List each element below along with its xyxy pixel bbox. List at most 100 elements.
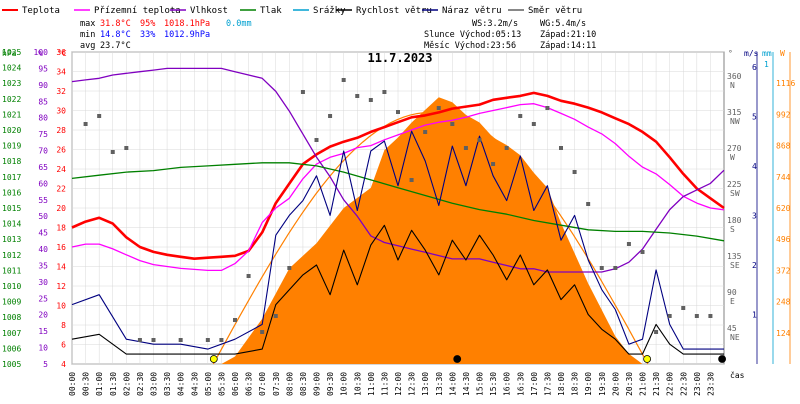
tick-label-pct: 100: [34, 48, 49, 57]
tick-label-w: 744: [776, 173, 791, 182]
tick-label-time: 11:30: [380, 372, 389, 396]
wind-direction-point: [708, 314, 713, 318]
moonset-marker: [453, 355, 462, 363]
stat-min-temp: 14.8°C: [100, 30, 131, 40]
tick-label-pct: 85: [38, 97, 48, 106]
series-n-raz-v-tru: [71, 130, 724, 350]
tick-label-time: 01:00: [95, 372, 104, 396]
tick-label-c: 34: [56, 68, 66, 77]
tick-label-time: 14:30: [462, 372, 471, 396]
series-p-zemn-teplota: [71, 103, 725, 272]
tick-label-hpa: 1011: [2, 266, 21, 275]
sun-area: [212, 97, 649, 365]
tick-label-time: 11:00: [367, 372, 376, 396]
wind-direction-point: [355, 94, 360, 98]
tick-label-time: 03:30: [163, 372, 172, 396]
tick-label-dir-letter: SW: [730, 189, 740, 198]
tick-label-dir: 90: [727, 288, 737, 297]
tick-label-pct: 50: [38, 212, 48, 221]
stat-max-label: max: [80, 19, 95, 29]
wind-direction-point: [694, 314, 699, 318]
wind-direction-point: [273, 314, 278, 318]
tick-label-c: 32: [56, 87, 66, 96]
tick-label-pct: 30: [38, 278, 48, 287]
tick-label-hpa: 1022: [2, 95, 21, 104]
tick-label-dir: 45: [727, 324, 737, 333]
tick-label-time: 21:00: [639, 372, 648, 396]
axis-w-label: W: [780, 49, 785, 58]
tick-label-hpa: 1008: [2, 313, 21, 322]
tick-label-time: 17:30: [543, 372, 552, 396]
tick-label-c: 18: [56, 224, 66, 233]
legend: Teplota Přízemní teplota Vlhkost Tlak Sr…: [2, 6, 582, 16]
tick-label-mm: 1: [764, 60, 769, 69]
tick-label-hpa: 1007: [2, 329, 21, 338]
tick-label-dir-letter: NE: [730, 333, 740, 342]
legend-teplota: Teplota: [22, 6, 60, 16]
stat-rain: 0.0mm: [226, 19, 252, 29]
series-slunce-arc: [212, 111, 649, 365]
tick-label-dir-letter: SE: [730, 261, 740, 270]
tick-label-dir: 270: [727, 144, 742, 153]
wind-direction-point: [586, 202, 591, 206]
tick-label-hpa: 1023: [2, 79, 21, 88]
tick-label-time: 10:30: [353, 372, 362, 396]
tick-label-c: 16: [56, 243, 66, 252]
wind-direction-point: [287, 266, 292, 270]
wind-direction-point: [205, 338, 210, 342]
wind-direction-point: [341, 78, 346, 82]
series-tlak: [71, 162, 725, 242]
tick-label-time: 23:30: [706, 372, 715, 396]
tick-label-time: 19:30: [598, 372, 607, 396]
tick-label-c: 26: [56, 146, 66, 155]
stat-sun-set: Západ:21:10: [540, 30, 596, 40]
axis-mm-label: mm: [762, 49, 772, 58]
series-layer: [71, 67, 725, 355]
wind-direction-point: [300, 90, 305, 94]
tick-label-time: 08:30: [299, 372, 308, 396]
legend-rychlost-vetru: Rychlost větru: [356, 6, 432, 16]
tick-label-hpa: 1012: [2, 251, 21, 260]
tick-label-time: 16:00: [503, 372, 512, 396]
tick-label-hpa: 1020: [2, 126, 21, 135]
wind-direction-point: [409, 178, 414, 182]
tick-label-hpa: 1010: [2, 282, 21, 291]
wind-direction-point: [599, 266, 604, 270]
wind-direction-point: [640, 250, 645, 254]
chart-title: 11.7.2023: [367, 51, 432, 65]
tick-label-time: 20:00: [611, 372, 620, 396]
tick-label-time: 02:00: [122, 372, 131, 396]
tick-label-ms: 2: [752, 261, 757, 270]
tick-label-pct: 95: [38, 64, 48, 73]
tick-label-w: 992: [776, 110, 791, 119]
tick-label-pct: 20: [38, 311, 48, 320]
series-teplota: [71, 91, 725, 261]
tick-label-ms: 5: [752, 112, 757, 121]
tick-label-time: 00:00: [68, 372, 77, 396]
tick-label-pct: 55: [38, 196, 48, 205]
tick-label-dir-letter: E: [730, 297, 735, 306]
tick-label-pct: 15: [38, 327, 48, 336]
tick-label-time: 05:30: [217, 372, 226, 396]
tick-label-time: 22:30: [679, 372, 688, 396]
wind-direction-point: [613, 266, 618, 270]
axis-pct-label: %: [38, 49, 43, 58]
tick-label-time: 18:00: [557, 372, 566, 396]
wind-direction-point: [531, 122, 536, 126]
stats: max 31.8°C 95% 1018.1hPa 0.0mm min 14.8°…: [80, 19, 596, 51]
tick-label-time: 01:30: [109, 372, 118, 396]
tick-label-pct: 25: [38, 294, 48, 303]
tick-label-time: 04:00: [177, 372, 186, 396]
tick-label-hpa: 1018: [2, 157, 21, 166]
tick-label-dir-letter: NW: [730, 117, 740, 126]
tick-label-hpa: 1005: [2, 360, 21, 369]
tick-label-time: 16:30: [516, 372, 525, 396]
tick-label-pct: 10: [38, 344, 48, 353]
wind-direction-point: [396, 110, 400, 114]
tick-label-time: 20:30: [625, 372, 634, 396]
wind-direction-point: [423, 130, 428, 134]
tick-label-dir: 180: [727, 216, 742, 225]
wind-direction-point: [654, 330, 659, 334]
tick-label-time: 03:00: [150, 372, 159, 396]
